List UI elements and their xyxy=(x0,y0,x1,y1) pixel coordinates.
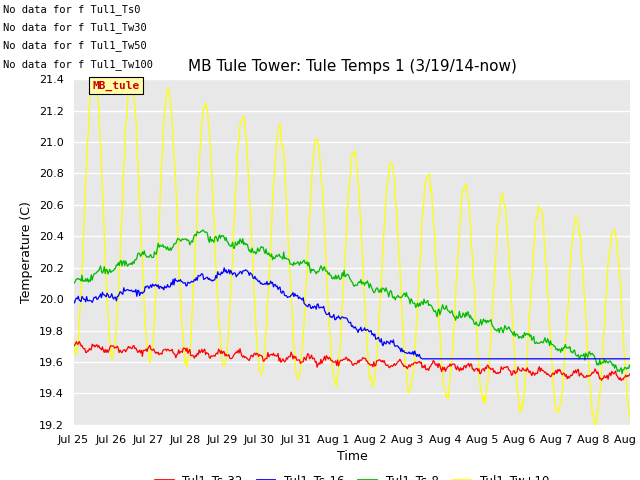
X-axis label: Time: Time xyxy=(337,450,367,463)
Text: No data for f Tul1_Tw50: No data for f Tul1_Tw50 xyxy=(3,40,147,51)
Text: No data for f Tul1_Ts0: No data for f Tul1_Ts0 xyxy=(3,4,141,15)
Text: No data for f Tul1_Tw30: No data for f Tul1_Tw30 xyxy=(3,22,147,33)
Y-axis label: Temperature (C): Temperature (C) xyxy=(20,201,33,303)
Text: No data for f Tul1_Tw100: No data for f Tul1_Tw100 xyxy=(3,59,153,70)
Title: MB Tule Tower: Tule Temps 1 (3/19/14-now): MB Tule Tower: Tule Temps 1 (3/19/14-now… xyxy=(188,59,516,74)
Text: MB_tule: MB_tule xyxy=(93,81,140,91)
Legend: Tul1_Ts-32, Tul1_Ts-16, Tul1_Ts-8, Tul1_Tw+10: Tul1_Ts-32, Tul1_Ts-16, Tul1_Ts-8, Tul1_… xyxy=(150,469,554,480)
